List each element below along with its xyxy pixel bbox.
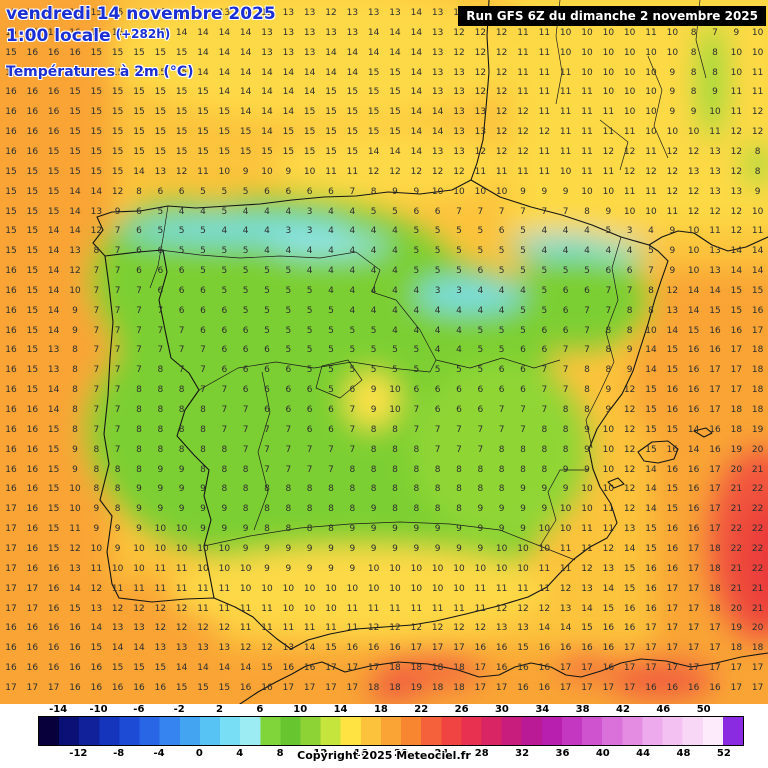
temperature-value-grid: 15 15 16 16 15 15 15 15 14 14 13 14 13 13 13 12 13 13 13 14… [5,8,764,693]
copyright-label: Copyright 2025 Meteociel.fr [297,749,471,762]
france-med-coast [648,230,768,252]
iberia-coastline [92,0,669,650]
color-scale-area: -14 -10 -6 -2 2 6 10 14 18 22 26 30 34 38 42 46 50 -12 -8… [0,704,768,768]
africa-coastline [239,652,768,704]
scale-ticks-bottom: -12 -8 -4 0 4 8 12 16 20 24 28 32 36 40 44 48 52 [69,748,731,759]
portugal-spain-border [104,249,215,599]
temperature-field-svg [0,0,768,704]
forecast-offset-label: (+282h) [115,27,171,41]
valid-time-label: 1:00 locale (+282h) [6,26,170,46]
ibiza-island [607,477,625,489]
regional-borders [149,0,707,561]
temperature-field [0,0,768,704]
menorca-island [693,427,713,438]
scale-ticks-top: -14 -10 -6 -2 2 6 10 14 18 22 26 30 34 38 42 46 50 [49,704,711,715]
valid-date-label: vendredi 14 novembre 2025 [6,4,276,24]
coastline-borders [92,0,768,704]
run-info-banner: Run GFS 6Z du dimanche 2 novembre 2025 [458,6,766,26]
mallorca-island [637,440,679,464]
local-time-label: 1:00 locale [6,26,111,46]
temperature-map[interactable]: 15 15 16 16 15 15 15 15 14 14 13 14 13 13 13 12 13 13 13 14… [0,0,768,704]
variable-label: Températures à 2m (°C) [6,64,194,80]
scale-gradient-bar [38,716,744,746]
